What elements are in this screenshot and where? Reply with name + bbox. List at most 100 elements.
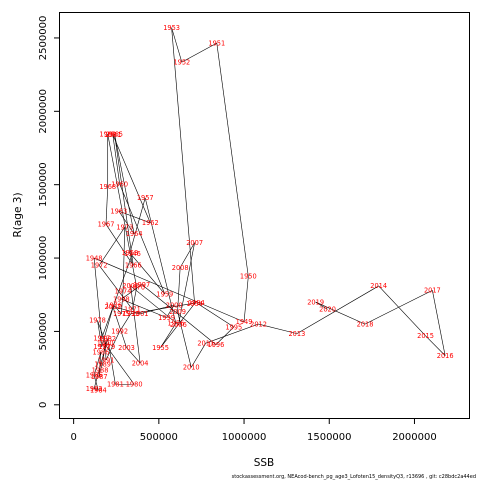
year-label-2013: 2013 — [288, 330, 305, 338]
trajectory-segment-1967-1968 — [105, 186, 109, 225]
trajectory-segment-1959-1960 — [119, 183, 166, 295]
trajectory-segment-1964-1965 — [114, 134, 135, 234]
year-label-1949: 1949 — [236, 318, 253, 326]
year-label-2008: 2008 — [172, 264, 189, 272]
trajectory-segment-1989-1990 — [102, 343, 106, 365]
trajectory-segment-1946-1947 — [101, 253, 133, 339]
year-label-2016: 2016 — [437, 352, 454, 360]
year-label-1990: 1990 — [97, 339, 114, 347]
year-label-1954: 1954 — [186, 300, 203, 308]
x-tick-label: 2000000 — [392, 432, 437, 443]
year-label-1963: 1963 — [110, 207, 127, 215]
year-label-2020: 2020 — [319, 306, 336, 314]
trajectory-segment-1952-1953 — [171, 27, 183, 63]
year-label-1972: 1972 — [91, 262, 108, 270]
trajectory-segment-1992-1993 — [119, 313, 131, 332]
year-label-1966: 1966 — [125, 262, 142, 270]
year-label-1999: 1999 — [158, 314, 175, 322]
trajectory-segment-2016-2017 — [432, 290, 446, 356]
trajectory-segment-1973-1974 — [122, 227, 126, 292]
year-label-1996: 1996 — [208, 341, 225, 349]
year-label-1979: 1979 — [98, 343, 115, 351]
x-tick-label: 1500000 — [307, 432, 352, 443]
year-label-1958: 1958 — [121, 249, 138, 257]
year-label-1973: 1973 — [116, 224, 133, 232]
trajectory-segment-1963-1964 — [118, 210, 135, 235]
y-tick-label: 500000 — [38, 312, 49, 350]
trajectory-segment-2001-2002 — [112, 306, 141, 315]
trajectory-segment-2003-2004 — [126, 347, 141, 364]
year-label-2019: 2019 — [307, 298, 324, 306]
plot-frame — [59, 12, 470, 419]
trajectory-segment-1947-1948 — [93, 258, 103, 339]
trajectory-segment-2000-2001 — [140, 304, 175, 315]
trajectory-segment-1983-1984 — [93, 388, 99, 391]
x-axis-title: SSB — [254, 457, 275, 469]
x-axis: 0 500000 1000000 1500000 2000000 — [70, 418, 437, 443]
trajectory-segment-2018-2019 — [315, 301, 366, 325]
trajectory-segment-1981-1982 — [107, 338, 116, 385]
trajectory-segment-1999-2000 — [166, 304, 175, 318]
trajectory-segment-1954-1955 — [160, 303, 195, 348]
y-tick-label: 2000000 — [38, 89, 49, 134]
y-axis: 0 500000 1000000 1500000 2000000 2500000 — [38, 16, 60, 408]
y-tick-label: 1000000 — [38, 236, 49, 281]
year-label-2003: 2003 — [118, 344, 135, 352]
footer-caption: stockassessment.org, NEAcod-bench_pg_age… — [232, 474, 476, 480]
trajectory-lines — [93, 27, 446, 391]
trajectory-segment-1985-1986 — [93, 351, 102, 376]
year-label-2015: 2015 — [417, 332, 434, 340]
year-label-2004: 2004 — [132, 359, 149, 367]
y-tick-label: 1500000 — [38, 162, 49, 207]
year-label-2017: 2017 — [424, 287, 441, 295]
year-label-1964: 1964 — [126, 230, 143, 238]
trajectory-segment-2010-2011 — [190, 343, 206, 368]
trajectory-segment-1958-1959 — [129, 252, 166, 295]
year-label-1994: 1994 — [188, 299, 205, 307]
trajectory-segment-1948-1949 — [93, 257, 245, 323]
year-label-1969: 1969 — [99, 130, 116, 138]
trajectory-segment-1976-1977 — [101, 304, 114, 347]
trajectory-segment-2009-2010 — [177, 311, 192, 368]
year-label-1993: 1993 — [122, 310, 139, 318]
year-label-1951: 1951 — [208, 39, 225, 47]
year-label-1984: 1984 — [90, 386, 107, 394]
trajectory-segment-1972-1973 — [98, 227, 126, 266]
trajectory-segment-2013-2014 — [296, 285, 379, 334]
trajectory-segment-1949-1950 — [243, 276, 249, 322]
trajectory-segment-1974-1975 — [121, 291, 124, 314]
trajectory-segment-1987-1988 — [98, 370, 101, 377]
year-label-2002: 2002 — [104, 303, 121, 311]
trajectory-segment-2015-2016 — [425, 335, 446, 356]
year-label-1970: 1970 — [128, 284, 145, 292]
year-label-1975: 1975 — [113, 310, 130, 318]
trajectory-segment-1990-1991 — [104, 343, 107, 361]
year-label-1965: 1965 — [106, 130, 123, 138]
year-label-1986: 1986 — [93, 348, 110, 356]
year-label-1989: 1989 — [94, 361, 111, 369]
trajectory-segment-2011-2012 — [205, 323, 259, 344]
trajectory-segment-1965-1966 — [114, 134, 134, 266]
year-label-1998: 1998 — [113, 295, 130, 303]
year-label-1987: 1987 — [91, 373, 108, 381]
trajectory-segment-2002-2003 — [112, 306, 127, 348]
trajectory-segment-1956-1957 — [144, 197, 177, 324]
year-label-1985: 1985 — [86, 372, 103, 380]
trajectory-segment-1977-1978 — [97, 320, 103, 347]
year-label-1981: 1981 — [107, 381, 124, 389]
x-tick-label: 500000 — [140, 432, 178, 443]
year-label-1983: 1983 — [86, 385, 103, 393]
year-label-1959: 1959 — [156, 290, 173, 298]
y-axis-title: R(age 3) — [12, 192, 24, 237]
trajectory-segment-1951-1952 — [181, 42, 217, 63]
trajectory-segment-1996-1997 — [141, 284, 217, 345]
year-label-1950: 1950 — [240, 273, 257, 281]
year-label-1976: 1976 — [105, 301, 122, 309]
year-label-1980: 1980 — [126, 381, 143, 389]
trajectory-segment-1995-1996 — [215, 326, 235, 345]
year-label-1992: 1992 — [111, 328, 128, 336]
year-label-2000: 2000 — [166, 301, 183, 309]
year-label-1982: 1982 — [99, 335, 116, 343]
year-label-1977: 1977 — [93, 343, 110, 351]
